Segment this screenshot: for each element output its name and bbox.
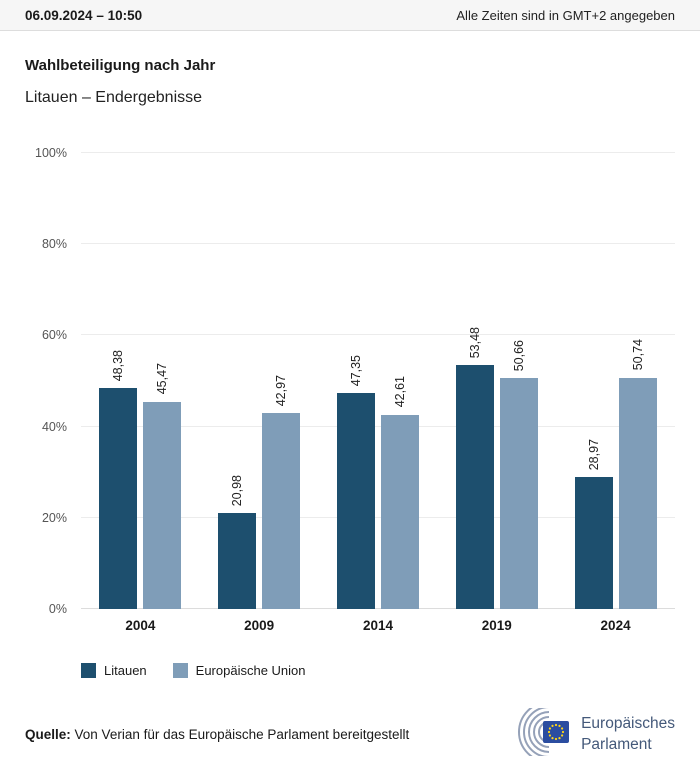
gridline xyxy=(81,243,675,245)
ep-logo-text: Europäisches Parlament xyxy=(581,714,675,754)
gridline xyxy=(81,516,675,518)
gridline xyxy=(81,152,675,153)
x-axis-label: 2004 xyxy=(125,618,156,633)
legend: Litauen Europäische Union xyxy=(81,663,675,678)
bar: 42,97 xyxy=(262,375,301,609)
bar-value-label: 50,66 xyxy=(511,339,526,371)
x-axis-label: 2014 xyxy=(362,618,393,633)
legend-item: Litauen xyxy=(81,663,147,678)
y-tick-label: 100% xyxy=(35,146,67,160)
y-tick-label: 0% xyxy=(48,602,67,616)
x-axis-label: 2019 xyxy=(481,618,512,633)
timezone-note: Alle Zeiten sind in GMT+2 angegeben xyxy=(456,7,675,23)
bar-value-label: 42,61 xyxy=(392,376,407,408)
y-tick-label: 80% xyxy=(41,237,67,252)
bar: 45,47 xyxy=(143,363,182,609)
bar-group: 47,35 42,61 xyxy=(336,153,419,609)
source-note: Quelle: Von Verian für das Europäische P… xyxy=(25,727,409,742)
bar-group: 53,48 50,66 xyxy=(455,153,538,609)
bar-value-label: 28,97 xyxy=(586,438,601,470)
y-tick-label: 40% xyxy=(41,419,67,434)
bar: 28,97 xyxy=(574,439,613,609)
bar-value-label: 47,35 xyxy=(348,354,363,387)
bar: 53,48 xyxy=(455,327,494,609)
x-axis: 2004 2009 2014 2019 2024 xyxy=(81,609,675,633)
source-text: Von Verian für das Europäische Parlament… xyxy=(74,727,410,742)
y-axis: 0% 20% 40% 60% 80% 100% xyxy=(25,146,81,616)
plot-area: 48,38 45,47 20,98 42,97 47,35 42,61 53,48 50,66… xyxy=(81,152,675,609)
bar: 50,66 xyxy=(499,340,538,609)
page-footer: Quelle: Von Verian für das Europäische P… xyxy=(0,701,700,761)
legend-label: Litauen xyxy=(104,663,147,678)
top-bar: 06.09.2024 – 10:50 Alle Zeiten sind in G… xyxy=(0,0,700,31)
legend-item: Europäische Union xyxy=(172,663,306,678)
report-body: Wahlbeteiligung nach Jahr Litauen – Ende… xyxy=(0,57,700,678)
bar: 47,35 xyxy=(336,355,375,609)
bar-group: 28,97 50,74 xyxy=(574,153,657,609)
bar-group: 48,38 45,47 xyxy=(99,153,182,609)
source-label: Quelle: xyxy=(25,727,71,742)
gridline xyxy=(81,334,675,336)
legend-label: Europäische Union xyxy=(195,663,306,678)
bar-value-label: 42,97 xyxy=(274,374,289,407)
bar-group: 20,98 42,97 xyxy=(218,153,301,609)
x-axis-label: 2024 xyxy=(600,618,631,633)
bar: 42,61 xyxy=(380,376,419,609)
legend-swatch xyxy=(172,663,188,678)
chart-subtitle: Litauen – Endergebnisse xyxy=(25,89,203,106)
bar-value-label: 45,47 xyxy=(155,363,170,395)
gridline xyxy=(81,425,675,427)
bar-value-label: 53,48 xyxy=(467,326,482,359)
datetime: 06.09.2024 – 10:50 xyxy=(25,7,143,23)
plot-inner: 48,38 45,47 20,98 42,97 47,35 42,61 53,48 50,66… xyxy=(81,153,675,609)
bar-value-label: 20,98 xyxy=(230,475,245,507)
ep-logo-text-line2: Parlament xyxy=(581,735,652,753)
bar: 50,74 xyxy=(618,339,657,609)
legend-swatch xyxy=(81,663,96,678)
page-title: Wahlbeteiligung nach Jahr xyxy=(25,57,216,74)
bar-chart: 0% 20% 40% 60% 80% 100% 48,38 45,47 20,98 42,97 4… xyxy=(25,146,675,616)
ep-logo: Europäisches Parlament xyxy=(503,701,675,761)
y-tick-label: 60% xyxy=(41,328,67,343)
bar: 48,38 xyxy=(99,350,138,609)
bar-value-label: 48,38 xyxy=(111,350,126,382)
gridline xyxy=(81,608,675,609)
x-axis-label: 2009 xyxy=(244,618,275,633)
bar-value-label: 50,74 xyxy=(630,339,645,371)
bar: 20,98 xyxy=(218,475,257,609)
y-tick-label: 20% xyxy=(41,510,67,525)
ep-hemicycle-flag-icon xyxy=(503,701,571,761)
ep-logo-text-line1: Europäisches xyxy=(581,715,675,733)
